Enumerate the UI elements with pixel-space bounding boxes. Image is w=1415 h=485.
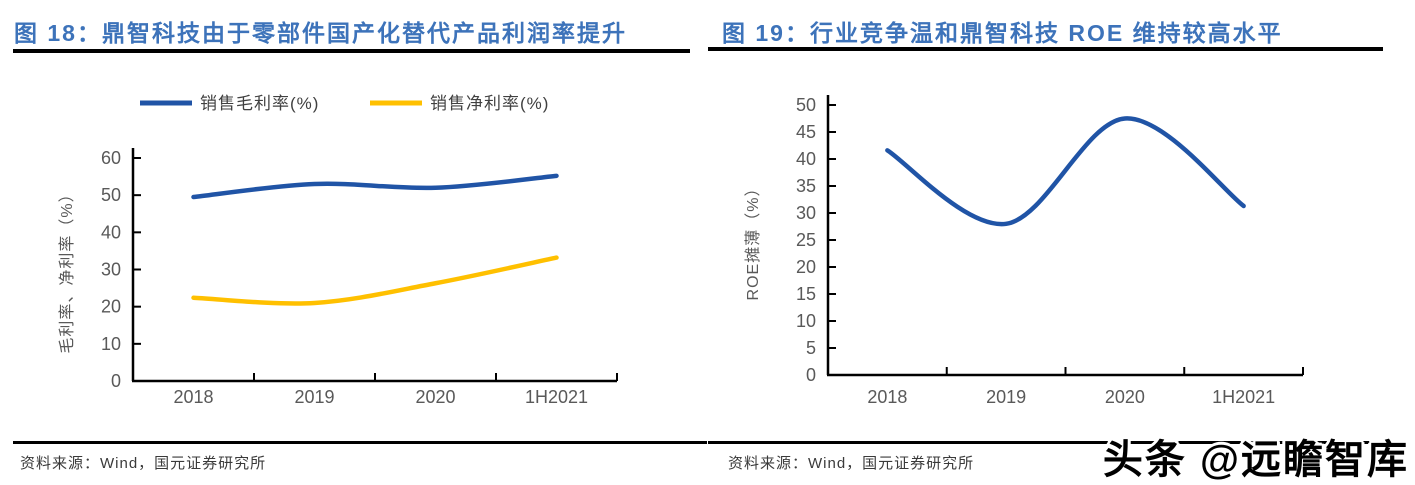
x-category-label: 2018 [867,387,907,407]
figure-18-source-rule [13,441,707,444]
x-category-label: 1H2021 [1212,387,1275,407]
legend-label-0: 销售毛利率(%) [200,94,319,113]
figure-19-line-chart: 0 5 10 15 20 25 30 35 40 45 50 2018 2019 2020 1H2021 RO… [744,95,1304,407]
figure-18-title: 图 18：鼎智科技由于零部件国产化替代产品利润率提升 [14,20,627,46]
x-category-label: 2020 [1105,387,1145,407]
series-line-1 [191,255,559,306]
figure-19-title: 图 19：行业竞争温和鼎智科技 ROE 维持较高水平 [722,20,1283,46]
y-tick-label: 20 [101,297,121,317]
y-tick-label: 30 [796,203,816,223]
figure-18-panel: 图 18：鼎智科技由于零部件国产化替代产品利润率提升 0 10 20 30 40 50 60… [0,0,707,485]
figure-18-source: 资料来源：Wind，国元证券研究所 [20,455,267,472]
series-line-0 [885,116,1246,227]
figure-18-line-chart: 0 10 20 30 40 50 60 2018 2019 2020 1H2021 毛利率、净利率（%… [58,94,618,407]
x-category-label: 2019 [294,387,334,407]
watermark-toutiao-yuanzhan: 头条 @远瞻智库 [1102,438,1409,482]
y-tick-label: 45 [796,122,816,142]
figure-19-source: 资料来源：Wind，国元证券研究所 [728,455,975,472]
x-category-label: 2020 [415,387,455,407]
y-tick-label: 0 [111,371,121,391]
figure-19-source-rule [708,441,1393,444]
y-tick-label: 10 [796,311,816,331]
y-tick-label: 50 [101,185,121,205]
y-tick-label: 40 [101,222,121,242]
x-category-label: 1H2021 [525,387,588,407]
y-tick-label: 20 [796,257,816,277]
y-tick-label: 0 [806,365,816,385]
x-category-label: 2019 [986,387,1026,407]
y-tick-label: 50 [796,95,816,115]
legend-label-1: 销售净利率(%) [430,94,549,113]
y-tick-label: 40 [796,149,816,169]
y-axis-title: 毛利率、净利率（%） [58,185,76,353]
y-tick-label: 60 [101,148,121,168]
figure-19-title-rule [708,47,1383,51]
series-line-0 [191,173,559,200]
y-tick-label: 35 [796,176,816,196]
y-tick-label: 30 [101,260,121,280]
y-tick-label: 10 [101,334,121,354]
y-axis-title: ROE摊薄（%） [744,180,762,301]
figure-19-panel: 图 19：行业竞争温和鼎智科技 ROE 维持较高水平 0 5 10 15 20 25 30 3… [708,0,1415,485]
y-tick-label: 5 [806,338,816,358]
figure-18-title-rule [13,49,690,53]
x-category-label: 2018 [173,387,213,407]
y-tick-label: 15 [796,284,816,304]
y-tick-label: 25 [796,230,816,250]
